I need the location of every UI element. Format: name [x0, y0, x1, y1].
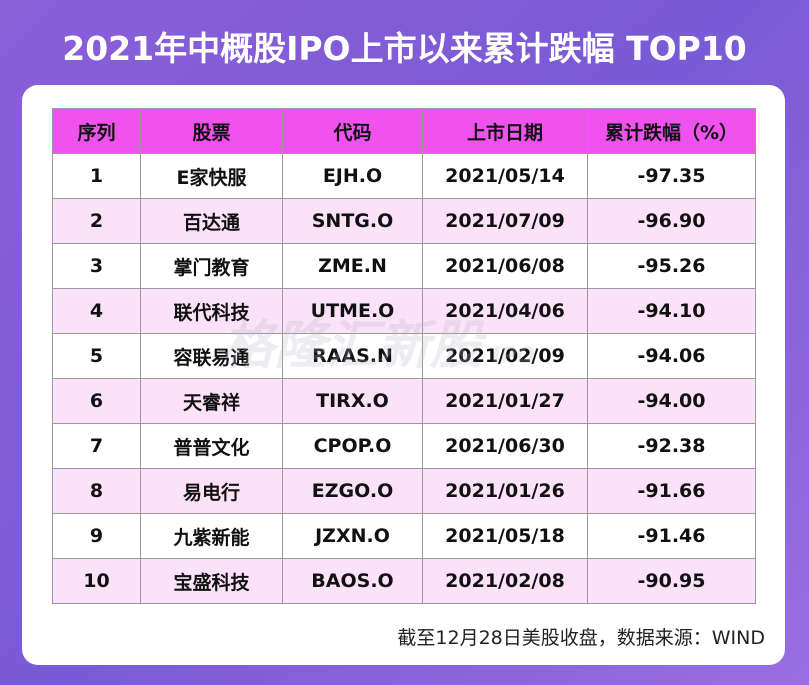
- row: 3 掌门教育 ZME.N 2021/06/08 -95.26: [52, 243, 756, 289]
- cell: 2021/01/27: [422, 378, 588, 424]
- row: 1 E家快服 EJH.O 2021/05/14 -97.35: [52, 153, 756, 199]
- cell: EZGO.O: [282, 468, 423, 514]
- cell: 2: [52, 198, 141, 244]
- cell: BAOS.O: [282, 558, 423, 604]
- cell: TIRX.O: [282, 378, 423, 424]
- cell: 容联易通: [140, 333, 283, 379]
- cell: 2021/05/18: [422, 513, 588, 559]
- header-cell: 上市日期: [422, 108, 588, 154]
- cell: 2021/07/09: [422, 198, 588, 244]
- row: 9 九紫新能 JZXN.O 2021/05/18 -91.46: [52, 513, 756, 559]
- cell: 9: [52, 513, 141, 559]
- cell: 4: [52, 288, 141, 334]
- cell: 易电行: [140, 468, 283, 514]
- cell: EJH.O: [282, 153, 423, 199]
- header-row: 序列 股票 代码 上市日期 累计跌幅（%）: [52, 108, 756, 154]
- cell: -95.26: [587, 243, 756, 289]
- cell: 九紫新能: [140, 513, 283, 559]
- header-cell: 代码: [282, 108, 423, 154]
- cell: 2021/01/26: [422, 468, 588, 514]
- header-cell: 股票: [140, 108, 283, 154]
- cell: -90.95: [587, 558, 756, 604]
- cell: ZME.N: [282, 243, 423, 289]
- row: 2 百达通 SNTG.O 2021/07/09 -96.90: [52, 198, 756, 244]
- cell: 6: [52, 378, 141, 424]
- cell: 2021/06/30: [422, 423, 588, 469]
- row: 7 普普文化 CPOP.O 2021/06/30 -92.38: [52, 423, 756, 469]
- cell: UTME.O: [282, 288, 423, 334]
- cell: 天睿祥: [140, 378, 283, 424]
- cell: -94.10: [587, 288, 756, 334]
- row: 4 联代科技 UTME.O 2021/04/06 -94.10: [52, 288, 756, 334]
- row: 5 容联易通 RAAS.N 2021/02/09 -94.06: [52, 333, 756, 379]
- cell: 3: [52, 243, 141, 289]
- cell: 7: [52, 423, 141, 469]
- cell: -97.35: [587, 153, 756, 199]
- cell: 2021/05/14: [422, 153, 588, 199]
- row: 8 易电行 EZGO.O 2021/01/26 -91.66: [52, 468, 756, 514]
- cell: 8: [52, 468, 141, 514]
- cell: 2021/06/08: [422, 243, 588, 289]
- cell: -94.06: [587, 333, 756, 379]
- cell: -92.38: [587, 423, 756, 469]
- cell: 10: [52, 558, 141, 604]
- cell: 2021/02/09: [422, 333, 588, 379]
- cell: -94.00: [587, 378, 756, 424]
- cell: 5: [52, 333, 141, 379]
- cell: -91.46: [587, 513, 756, 559]
- cell: 2021/02/08: [422, 558, 588, 604]
- cell: -96.90: [587, 198, 756, 244]
- table-body: 1 E家快服 EJH.O 2021/05/14 -97.35 2 百达通 SNTG.O 2021…: [52, 153, 756, 604]
- card: 序列 股票 代码 上市日期 累计跌幅（%） 1 E家快服 EJH.O 2021/05/14 -9…: [22, 85, 785, 665]
- cell: 掌门教育: [140, 243, 283, 289]
- table: 序列 股票 代码 上市日期 累计跌幅（%） 1 E家快服 EJH.O 2021/05/14 -9…: [52, 108, 756, 604]
- row: 6 天睿祥 TIRX.O 2021/01/27 -94.00: [52, 378, 756, 424]
- cell: 1: [52, 153, 141, 199]
- cell: 联代科技: [140, 288, 283, 334]
- cell: CPOP.O: [282, 423, 423, 469]
- cell: 2021/04/06: [422, 288, 588, 334]
- cell: RAAS.N: [282, 333, 423, 379]
- footnote: 截至12月28日美股收盘，数据来源：WIND: [397, 627, 765, 649]
- cell: SNTG.O: [282, 198, 423, 244]
- cell: 宝盛科技: [140, 558, 283, 604]
- cell: 百达通: [140, 198, 283, 244]
- cell: 普普文化: [140, 423, 283, 469]
- header-cell: 累计跌幅（%）: [587, 108, 756, 154]
- title: 2021年中概股IPO上市以来累计跌幅 TOP10: [62, 29, 747, 68]
- cell: -91.66: [587, 468, 756, 514]
- cell: E家快服: [140, 153, 283, 199]
- cell: JZXN.O: [282, 513, 423, 559]
- row: 10 宝盛科技 BAOS.O 2021/02/08 -90.95: [52, 558, 756, 604]
- header-cell: 序列: [52, 108, 141, 154]
